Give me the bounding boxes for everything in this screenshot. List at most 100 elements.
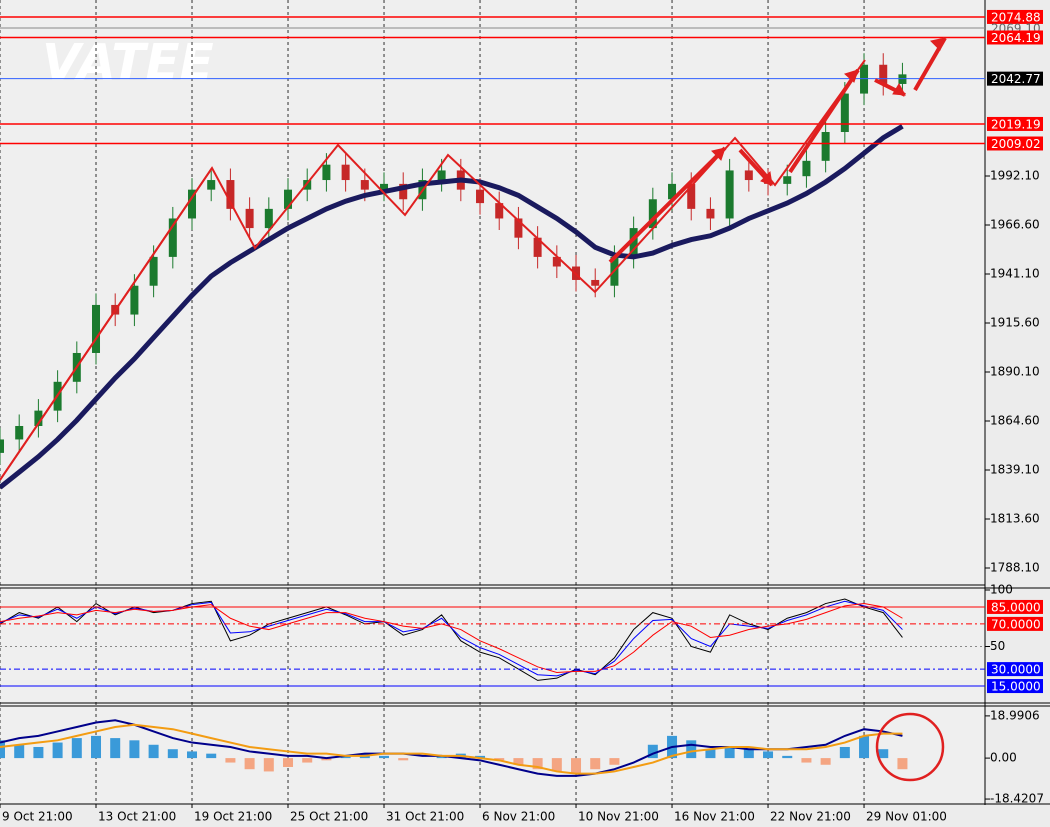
candle-body bbox=[802, 160, 811, 177]
candle-body bbox=[898, 74, 907, 84]
x-tick-label: 6 Nov 21:00 bbox=[482, 810, 555, 824]
candle-body bbox=[0, 439, 4, 453]
candle-body bbox=[284, 189, 293, 209]
candle-body bbox=[92, 304, 101, 353]
x-tick-label: 29 Nov 01:00 bbox=[866, 810, 947, 824]
candle-body bbox=[34, 410, 43, 426]
histogram-bar bbox=[859, 735, 870, 759]
histogram-bar bbox=[494, 758, 505, 761]
zigzag bbox=[0, 59, 866, 481]
arrow bbox=[608, 37, 947, 264]
histogram-bar bbox=[283, 758, 294, 767]
level-label: 2019.19 bbox=[991, 117, 1041, 131]
candle-body bbox=[380, 183, 389, 190]
histogram-bar bbox=[743, 749, 754, 759]
y-tick-label: 1813.60 bbox=[990, 511, 1040, 525]
candle-body bbox=[399, 183, 408, 200]
histogram-bar bbox=[71, 738, 82, 759]
candle-body bbox=[207, 180, 216, 190]
plot-area bbox=[0, 0, 985, 803]
candle-body bbox=[783, 176, 792, 184]
y-tick-label: 0.00 bbox=[990, 751, 1017, 765]
watermark: VATEE bbox=[42, 34, 214, 92]
histogram-bar bbox=[302, 758, 313, 763]
histogram-bar bbox=[609, 758, 620, 765]
level-label-box bbox=[987, 679, 1043, 694]
candle-body bbox=[514, 218, 523, 238]
histogram-bar bbox=[187, 751, 198, 759]
candle-body bbox=[533, 237, 542, 257]
candle-body bbox=[476, 189, 485, 204]
y-tick-label: 18.9906 bbox=[990, 708, 1040, 722]
y-tick-label: 1864.60 bbox=[990, 414, 1040, 428]
candle-body bbox=[264, 208, 273, 229]
histogram-bar bbox=[686, 740, 697, 759]
candle-body bbox=[188, 189, 197, 219]
histogram-bar bbox=[206, 753, 217, 759]
candle-body bbox=[495, 203, 504, 219]
histogram-bar bbox=[705, 749, 716, 759]
candle-body bbox=[341, 164, 350, 181]
series-line bbox=[0, 603, 903, 673]
y-tick-label: 1890.10 bbox=[990, 365, 1040, 379]
x-tick-label: 9 Oct 21:00 bbox=[2, 810, 73, 824]
candle-body bbox=[591, 279, 600, 286]
level-label: 2064.19 bbox=[991, 31, 1041, 45]
x-tick-label: 25 Oct 21:00 bbox=[290, 810, 368, 824]
y-tick-label: 1788.10 bbox=[990, 560, 1040, 574]
histogram-bar bbox=[379, 755, 390, 759]
histogram-bar bbox=[225, 758, 236, 763]
series-line bbox=[0, 719, 903, 777]
histogram-bar bbox=[839, 746, 850, 759]
candle-body bbox=[149, 256, 158, 286]
level-label-box bbox=[987, 599, 1043, 614]
histogram-bar bbox=[263, 758, 274, 772]
x-tick-label: 22 Nov 21:00 bbox=[770, 810, 851, 824]
y-tick-label: 1966.60 bbox=[990, 218, 1040, 232]
level-label: 2074.88 bbox=[991, 10, 1041, 24]
x-tick-label: 31 Oct 21:00 bbox=[386, 810, 464, 824]
candle-body bbox=[552, 256, 561, 267]
x-tick-label: 16 Nov 21:00 bbox=[674, 810, 755, 824]
candle-body bbox=[226, 180, 235, 209]
candle-body bbox=[744, 170, 753, 181]
candle-body bbox=[245, 208, 254, 229]
histogram-bar bbox=[398, 758, 409, 761]
histogram-bar bbox=[129, 740, 140, 759]
annotations bbox=[0, 37, 947, 782]
histogram-bar bbox=[244, 758, 255, 770]
histogram-bar bbox=[475, 755, 486, 759]
histogram-bar bbox=[167, 749, 178, 759]
candle-body bbox=[860, 64, 869, 94]
x-tick-label: 10 Nov 21:00 bbox=[578, 810, 659, 824]
histogram-bar bbox=[52, 742, 63, 759]
candle-body bbox=[687, 183, 696, 209]
level-label-box bbox=[987, 71, 1043, 86]
level-label: 30.0000 bbox=[991, 663, 1041, 677]
y-tick-label: 100 bbox=[990, 583, 1013, 597]
histogram-bar bbox=[897, 758, 908, 770]
y-tick-label: 1839.10 bbox=[990, 462, 1040, 476]
trend-line bbox=[0, 167, 213, 481]
level-label-box bbox=[987, 136, 1043, 151]
histogram-bar bbox=[33, 746, 44, 759]
histogram-bar bbox=[532, 758, 543, 770]
histogram-bar bbox=[763, 751, 774, 759]
level-label: 2009.02 bbox=[991, 137, 1041, 151]
level-label-box bbox=[987, 662, 1043, 677]
series-line bbox=[0, 723, 903, 775]
y-tick-label: -18.4207 bbox=[990, 792, 1044, 806]
x-tick-label: 13 Oct 21:00 bbox=[98, 810, 176, 824]
histogram-bar bbox=[647, 744, 658, 759]
highlight-circle bbox=[875, 712, 945, 782]
histogram-bar bbox=[148, 744, 159, 759]
level-label-box bbox=[987, 616, 1043, 631]
histogram-bar bbox=[14, 744, 25, 759]
histogram-bar bbox=[551, 758, 562, 772]
candle-body bbox=[706, 208, 715, 219]
x-tick-label: 19 Oct 21:00 bbox=[194, 810, 272, 824]
histogram-bar bbox=[340, 755, 351, 759]
series-line bbox=[0, 124, 904, 490]
level-label: 2042.77 bbox=[991, 72, 1041, 86]
